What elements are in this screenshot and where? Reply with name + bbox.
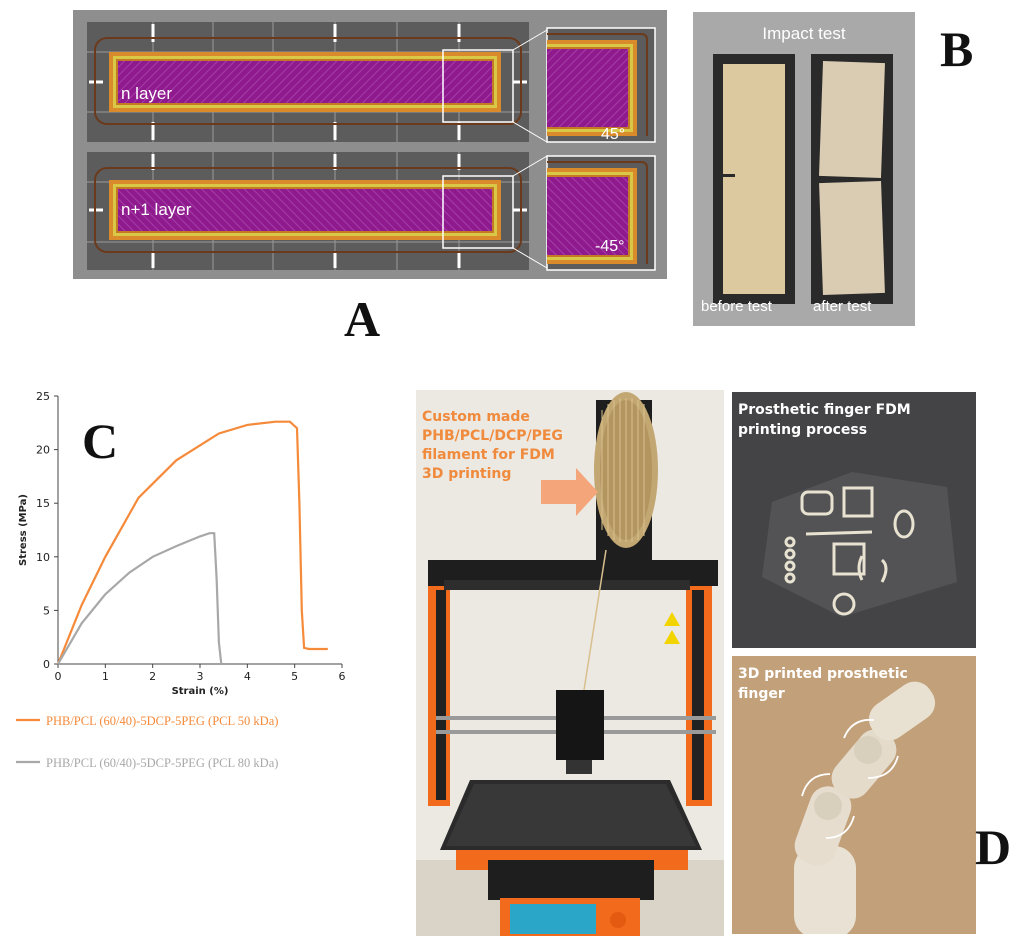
- before-test-label: before test: [701, 298, 772, 315]
- layer-n-label: n layer: [121, 84, 173, 103]
- y-tick-label: 20: [36, 444, 50, 457]
- layer-n-block: [87, 22, 548, 143]
- panel-b-photo: Impact test before test after test: [693, 12, 915, 326]
- specimen-after-top: [819, 60, 885, 179]
- y-tick-label: 10: [36, 551, 50, 564]
- finger-caption: 3D printed prosthetic finger: [738, 664, 908, 704]
- layer-n1-zoom: [546, 155, 656, 271]
- process-caption-line-2: printing process: [738, 422, 868, 438]
- specimen-before-notch: [723, 174, 735, 177]
- filament-caption-line-2: PHB/PCL/DCP/PEG: [422, 428, 563, 444]
- layer-n1-block: [87, 152, 548, 270]
- filament-caption: Custom made PHB/PCL/DCP/PEG filament for…: [422, 408, 563, 484]
- specimen-before: [723, 64, 785, 294]
- x-tick-label: 1: [102, 670, 109, 683]
- panel-a-figure: n layer n+1 layer 45° -45°: [73, 10, 667, 279]
- filament-caption-line-1: Custom made: [422, 409, 530, 425]
- panel-letter-a: A: [344, 291, 381, 347]
- legend-label-2: PHB/PCL (60/40)-5DCP-5PEG (PCL 80 kDa): [46, 756, 278, 770]
- specimen-after-bottom: [819, 180, 885, 296]
- y-tick-label: 15: [36, 497, 50, 510]
- process-caption-line-1: Prosthetic finger FDM: [738, 402, 911, 418]
- filament-caption-line-4: 3D printing: [422, 466, 512, 482]
- panel-letter-b: B: [940, 21, 974, 77]
- printing-process-photo: Prosthetic finger FDM printing process: [732, 392, 976, 648]
- legend-label-1: PHB/PCL (60/40)-5DCP-5PEG (PCL 50 kDa): [46, 714, 278, 728]
- prosthetic-finger-photo: 3D printed prosthetic finger: [732, 656, 976, 934]
- panel-letter-d: D: [975, 819, 1012, 875]
- x-tick-label: 0: [55, 670, 62, 683]
- panel-letter-c: C: [82, 413, 119, 469]
- x-tick-label: 6: [339, 670, 346, 683]
- y-tick-label: 25: [36, 390, 50, 403]
- process-caption: Prosthetic finger FDM printing process: [738, 400, 911, 440]
- stress-strain-chart: 0 5 10 15 20 25 0 1 2 3 4 5 6 Strain (%) Stress (MPa) P…: [16, 390, 346, 770]
- printing-process-illustration: [732, 392, 976, 648]
- x-tick-label: 5: [291, 670, 298, 683]
- y-axis-label: Stress (MPa): [18, 494, 29, 566]
- printer-photo: Custom made PHB/PCL/DCP/PEG filament for…: [416, 390, 724, 936]
- layer-n-zoom: [546, 27, 656, 143]
- y-tick-label: 5: [43, 604, 50, 617]
- x-tick-label: 2: [149, 670, 156, 683]
- prosthetic-finger-illustration: [732, 656, 976, 934]
- layer-n1-label: n+1 layer: [121, 200, 192, 219]
- x-axis-label: Strain (%): [172, 686, 229, 697]
- x-tick-label: 3: [197, 670, 204, 683]
- impact-test-title: Impact test: [762, 24, 846, 43]
- angle-minus45-label: -45°: [595, 238, 625, 255]
- filament-caption-line-3: filament for FDM: [422, 447, 555, 463]
- printer-illustration: [416, 390, 724, 936]
- x-tick-label: 4: [244, 670, 251, 683]
- angle-45-label: 45°: [601, 126, 626, 143]
- panel-a-print-layers: [87, 22, 656, 271]
- after-test-label: after test: [813, 298, 872, 315]
- series-line-2: [57, 532, 223, 665]
- y-tick-label: 0: [43, 658, 50, 671]
- finger-caption-line-2: finger: [738, 686, 785, 702]
- series-line-1: [56, 420, 328, 665]
- finger-caption-line-1: 3D printed prosthetic: [738, 666, 908, 682]
